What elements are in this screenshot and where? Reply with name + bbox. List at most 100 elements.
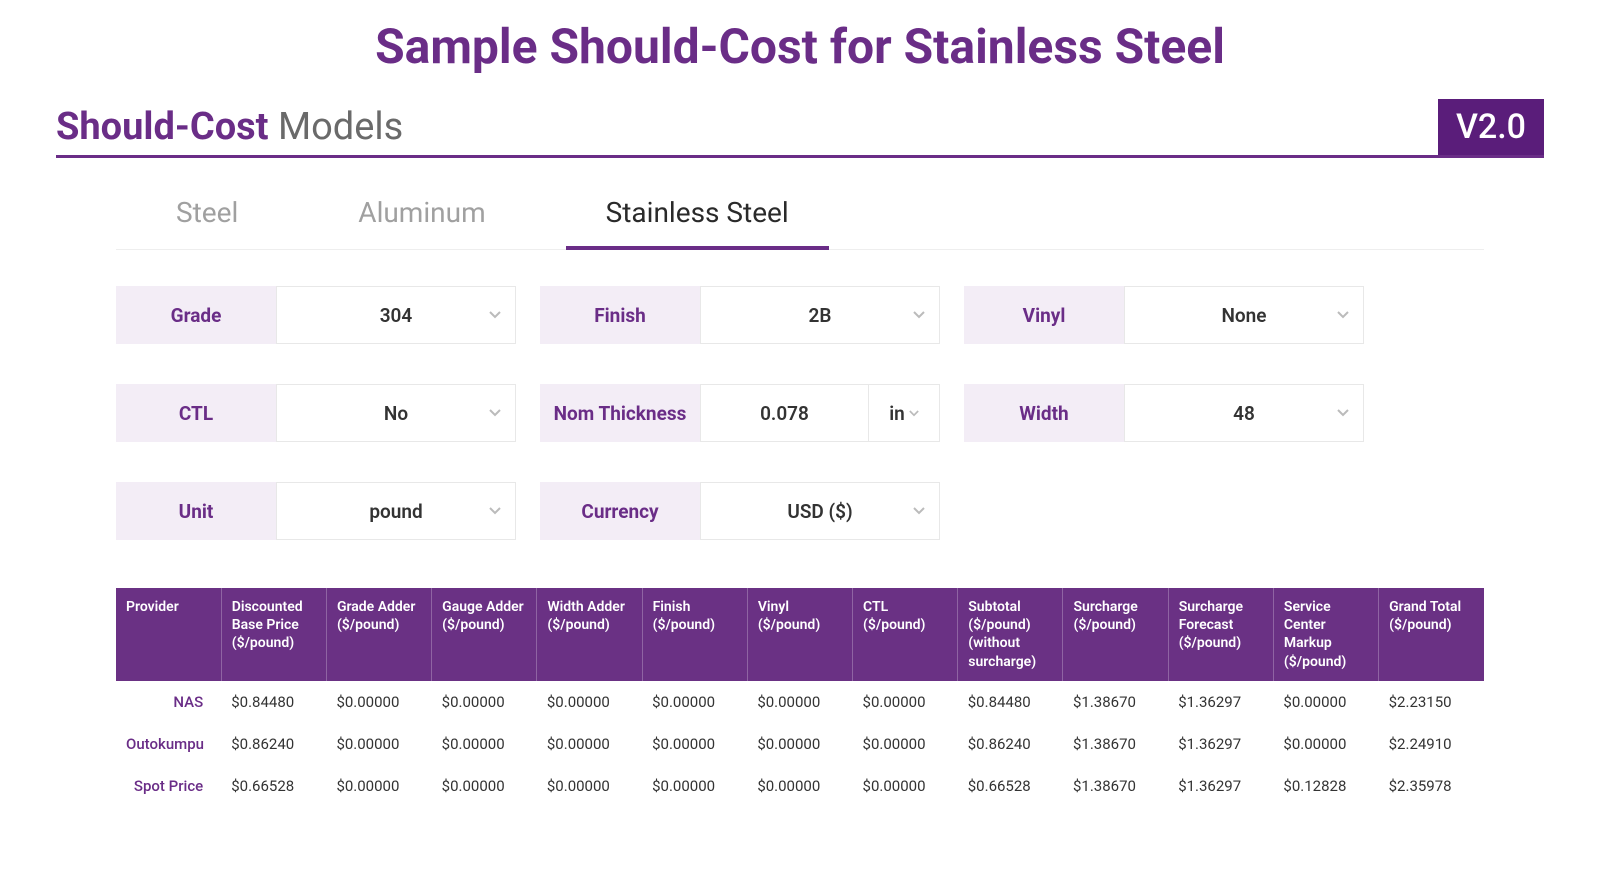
filter-grade: Grade 304 [116,286,516,344]
table-column-header: Finish ($/pound) [642,588,747,681]
table-column-header: Provider [116,588,221,681]
value-cell: $0.66528 [958,765,1063,807]
filter-width-select[interactable]: 48 [1124,384,1364,442]
chevron-down-icon [489,311,501,319]
value-cell: $1.36297 [1168,765,1273,807]
table-column-header: Surcharge ($/pound) [1063,588,1168,681]
table-column-header: Grade Adder ($/pound) [326,588,431,681]
filter-vinyl-label: Vinyl [964,286,1124,344]
provider-cell: Outokumpu [116,723,221,765]
section-title: Should-Cost Models [56,105,403,149]
value-cell: $0.00000 [853,723,958,765]
value-cell: $0.00000 [853,681,958,723]
table-column-header: Vinyl ($/pound) [747,588,852,681]
filter-currency-select[interactable]: USD ($) [700,482,940,540]
table-column-header: Width Adder ($/pound) [537,588,642,681]
provider-cell: Spot Price [116,765,221,807]
filter-finish-select[interactable]: 2B [700,286,940,344]
table-column-header: Gauge Adder ($/pound) [432,588,537,681]
filter-finish: Finish 2B [540,286,940,344]
filter-grade-select[interactable]: 304 [276,286,516,344]
value-cell: $0.86240 [958,723,1063,765]
tab-steel[interactable]: Steel [116,178,298,249]
filter-ctl-select[interactable]: No [276,384,516,442]
filter-vinyl-select[interactable]: None [1124,286,1364,344]
filter-unit: Unit pound [116,482,516,540]
results-table: ProviderDiscounted Base Price ($/pound)G… [116,588,1484,807]
value-cell: $0.00000 [432,765,537,807]
filter-nom-thickness: Nom Thickness 0.078 in [540,384,940,442]
material-tabs: Steel Aluminum Stainless Steel [116,178,1484,250]
filter-finish-label: Finish [540,286,700,344]
filter-nom-thickness-label: Nom Thickness [540,384,700,442]
value-cell: $0.00000 [642,681,747,723]
value-cell: $1.38670 [1063,765,1168,807]
table-column-header: Service Center Markup ($/pound) [1273,588,1378,681]
tab-aluminum[interactable]: Aluminum [298,178,545,249]
value-cell: $0.00000 [432,681,537,723]
value-cell: $1.36297 [1168,681,1273,723]
table-row: Spot Price$0.66528$0.00000$0.00000$0.000… [116,765,1484,807]
value-cell: $2.23150 [1379,681,1484,723]
chevron-down-icon [1337,409,1349,417]
table-column-header: CTL ($/pound) [853,588,958,681]
chevron-down-icon [489,409,501,417]
filter-currency: Currency USD ($) [540,482,940,540]
filter-unit-select[interactable]: pound [276,482,516,540]
filter-currency-value: USD ($) [787,500,852,523]
value-cell: $1.38670 [1063,681,1168,723]
filter-finish-value: 2B [809,304,832,327]
version-badge: V2.0 [1438,99,1544,155]
page-title: Sample Should-Cost for Stainless Steel [0,0,1600,99]
filter-nom-thickness-unit-select[interactable]: in [869,385,939,441]
value-cell: $0.00000 [432,723,537,765]
value-cell: $0.00000 [642,765,747,807]
value-cell: $0.00000 [326,765,431,807]
value-cell: $2.24910 [1379,723,1484,765]
value-cell: $0.00000 [326,681,431,723]
filter-vinyl-value: None [1221,304,1266,327]
filter-unit-label: Unit [116,482,276,540]
value-cell: $0.00000 [537,681,642,723]
value-cell: $0.00000 [1273,723,1378,765]
value-cell: $0.00000 [537,765,642,807]
tab-stainless-steel[interactable]: Stainless Steel [546,178,849,249]
value-cell: $0.66528 [221,765,326,807]
chevron-down-icon [913,507,925,515]
value-cell: $0.00000 [326,723,431,765]
filter-ctl-label: CTL [116,384,276,442]
table-row: Outokumpu$0.86240$0.00000$0.00000$0.0000… [116,723,1484,765]
filter-width: Width 48 [964,384,1364,442]
table-column-header: Grand Total ($/pound) [1379,588,1484,681]
value-cell: $0.86240 [221,723,326,765]
value-cell: $0.84480 [958,681,1063,723]
value-cell: $0.00000 [1273,681,1378,723]
chevron-down-icon [1337,311,1349,319]
filter-ctl: CTL No [116,384,516,442]
value-cell: $2.35978 [1379,765,1484,807]
filter-ctl-value: No [384,402,408,425]
filter-vinyl: Vinyl None [964,286,1364,344]
value-cell: $0.00000 [747,765,852,807]
value-cell: $0.00000 [747,723,852,765]
table-row: NAS$0.84480$0.00000$0.00000$0.00000$0.00… [116,681,1484,723]
filter-nom-thickness-input[interactable]: 0.078 in [700,384,940,442]
table-column-header: Discounted Base Price ($/pound) [221,588,326,681]
value-cell: $0.00000 [642,723,747,765]
results-table-body: NAS$0.84480$0.00000$0.00000$0.00000$0.00… [116,681,1484,807]
value-cell: $1.38670 [1063,723,1168,765]
value-cell: $0.00000 [747,681,852,723]
value-cell: $0.00000 [537,723,642,765]
chevron-down-icon [913,311,925,319]
filter-width-label: Width [964,384,1124,442]
filter-nom-thickness-value[interactable]: 0.078 [701,385,869,441]
chevron-down-icon [909,410,919,417]
table-column-header: Subtotal ($/pound) (without surcharge) [958,588,1063,681]
filter-nom-thickness-unit: in [889,402,905,425]
provider-cell: NAS [116,681,221,723]
results-table-wrap: ProviderDiscounted Base Price ($/pound)G… [116,588,1484,807]
value-cell: $0.84480 [221,681,326,723]
filter-grade-value: 304 [380,304,413,327]
filter-currency-label: Currency [540,482,700,540]
section-title-strong: Should-Cost [56,105,269,149]
